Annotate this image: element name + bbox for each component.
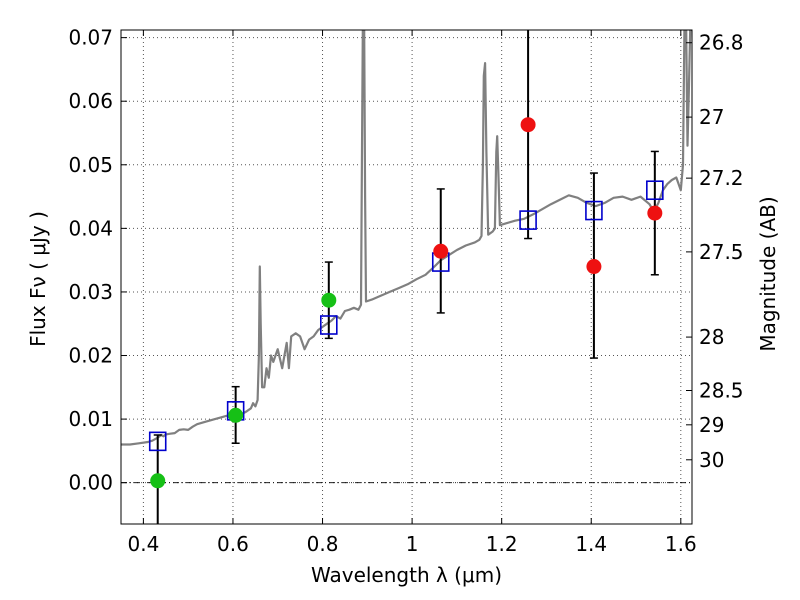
y-tick-label: 0.03 xyxy=(68,280,113,304)
x-tick-label: 1.2 xyxy=(486,532,518,556)
right-tick-label: 28.5 xyxy=(699,378,744,402)
model-square-marker xyxy=(148,431,167,452)
tick-marks xyxy=(121,30,692,524)
model-square-marker xyxy=(319,315,338,335)
model-square-marker xyxy=(519,210,537,230)
right-axis-label: Magnitude (AB) xyxy=(756,196,780,351)
right-tick-label: 27.5 xyxy=(699,240,744,264)
x-tick-label: 1.6 xyxy=(665,532,697,556)
sed-curve-layer xyxy=(121,30,692,446)
photometry-circle-marker xyxy=(228,407,244,423)
right-tick-label: 29 xyxy=(699,413,724,437)
marker-layer xyxy=(148,117,664,489)
y-tick-label: 0.02 xyxy=(68,344,113,368)
x-tick-labels: 0.4 0.6 0.8 1 1.2 1.4 1.6 xyxy=(127,532,696,556)
model-square-marker xyxy=(585,200,603,221)
photometry-circle-marker xyxy=(520,117,536,133)
y-tick-label: 0.01 xyxy=(68,407,113,431)
y-tick-label: 0.04 xyxy=(68,216,113,240)
error-bar-layer xyxy=(153,30,659,524)
plot-frame xyxy=(120,29,693,525)
grid-lines xyxy=(121,30,692,524)
photometry-circle-marker xyxy=(433,243,449,259)
y-tick-labels: 0.00 0.01 0.02 0.03 0.04 0.05 0.06 0.07 xyxy=(68,26,113,495)
photometry-circle-marker xyxy=(321,292,337,308)
x-tick-label: 0.4 xyxy=(127,532,159,556)
y-tick-label: 0.00 xyxy=(68,471,113,495)
x-tick-label: 1.4 xyxy=(575,532,607,556)
y-tick-label: 0.05 xyxy=(68,153,113,177)
photometry-circle-marker xyxy=(647,205,663,221)
model-square-marker xyxy=(646,180,664,201)
photometry-circle-marker xyxy=(586,259,602,275)
y-axis-label: Flux Fν ( μJy ) xyxy=(26,211,50,347)
right-tick-label: 27 xyxy=(699,105,724,129)
x-tick-label: 1 xyxy=(406,532,419,556)
sed-model-curve xyxy=(121,30,692,446)
right-tick-label: 26.8 xyxy=(699,31,744,55)
y-tick-label: 0.06 xyxy=(68,89,113,113)
right-tick-labels: 26.8 27 27.2 27.5 28 28.5 29 30 xyxy=(699,31,744,472)
right-tick-label: 28 xyxy=(699,325,724,349)
right-tick-label: 30 xyxy=(699,448,724,472)
photometry-circle-marker xyxy=(150,473,166,489)
x-tick-label: 0.8 xyxy=(307,532,339,556)
y-tick-label: 0.07 xyxy=(68,26,113,50)
x-tick-label: 0.6 xyxy=(217,532,249,556)
right-tick-label: 27.2 xyxy=(699,166,744,190)
x-axis-label: Wavelength λ (μm) xyxy=(311,563,502,587)
